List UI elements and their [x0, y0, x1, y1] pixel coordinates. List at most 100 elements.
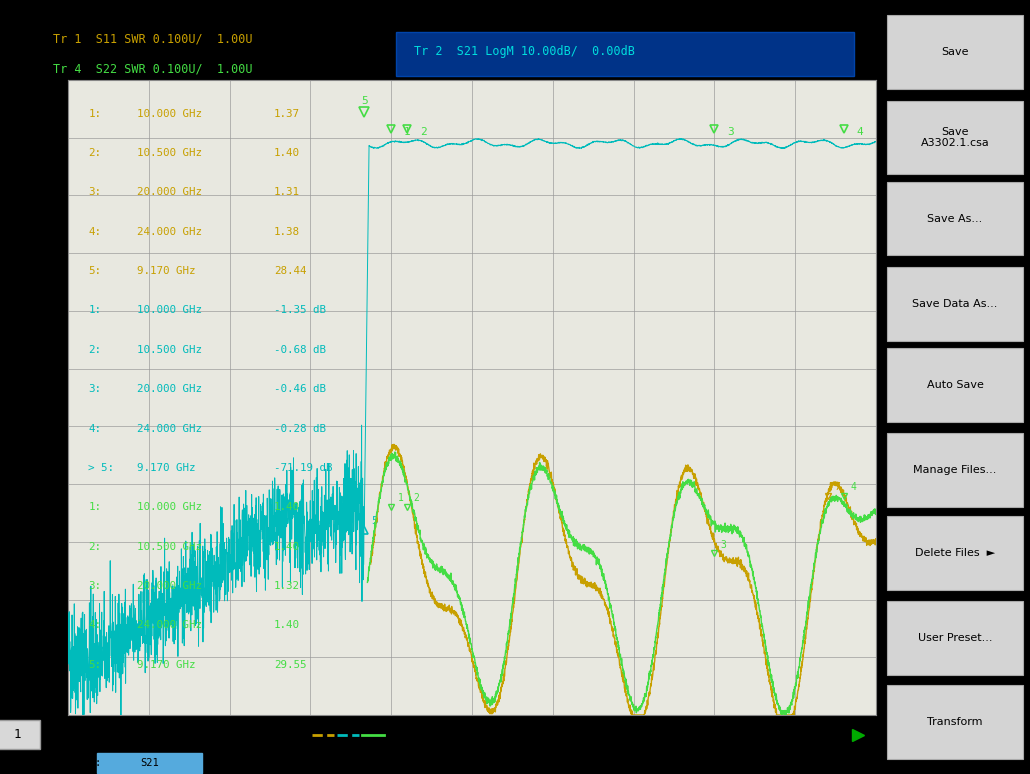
Text: 1:: 1:: [89, 306, 101, 316]
Text: 2: 2: [420, 127, 426, 137]
Text: 1.32: 1.32: [274, 581, 300, 591]
Text: 5:: 5:: [89, 659, 101, 670]
Text: 28.44: 28.44: [274, 266, 307, 276]
Text: Save
A3302.1.csa: Save A3302.1.csa: [921, 127, 990, 148]
Text: 10.000 GHz: 10.000 GHz: [137, 108, 202, 118]
Text: -10.00: -10.00: [27, 190, 64, 200]
Text: User Preset...: User Preset...: [918, 633, 992, 643]
FancyBboxPatch shape: [887, 101, 1023, 174]
Text: CH 1:: CH 1:: [70, 758, 102, 768]
Text: Delete Files  ►: Delete Files ►: [915, 548, 995, 558]
FancyBboxPatch shape: [887, 348, 1023, 422]
Text: Response: Response: [176, 9, 236, 22]
Text: 24.000 GHz: 24.000 GHz: [137, 423, 202, 433]
Text: 1: 1: [404, 127, 411, 137]
Text: 10.000 GHz: 10.000 GHz: [137, 502, 202, 512]
Text: 2:: 2:: [89, 542, 101, 552]
Text: -50.00: -50.00: [27, 421, 64, 431]
Text: Transform: Transform: [927, 717, 983, 727]
Text: 1: 1: [398, 493, 404, 503]
Text: Manage Files...: Manage Files...: [914, 465, 997, 475]
Text: 20.000 GHz: 20.000 GHz: [137, 187, 202, 197]
Text: 1.40: 1.40: [274, 502, 300, 512]
FancyBboxPatch shape: [887, 516, 1023, 590]
Text: C  2-Port: C 2-Port: [211, 758, 268, 768]
Text: > 5:: > 5:: [89, 463, 114, 473]
FancyBboxPatch shape: [0, 720, 39, 749]
Text: Tr 1  S11 SWR 0.100U/  1.00U: Tr 1 S11 SWR 0.100U/ 1.00U: [53, 33, 252, 46]
Text: 1.38: 1.38: [274, 227, 300, 237]
Text: 1.40: 1.40: [274, 621, 300, 630]
Text: S21: S21: [140, 758, 159, 768]
Text: 0.00: 0.00: [39, 132, 64, 142]
Text: 29.55: 29.55: [274, 659, 307, 670]
Text: Tr 4  S22 SWR 0.100U/  1.00U: Tr 4 S22 SWR 0.100U/ 1.00U: [53, 62, 252, 75]
FancyBboxPatch shape: [887, 433, 1023, 507]
FancyBboxPatch shape: [97, 753, 203, 773]
Text: 5: 5: [360, 96, 368, 106]
Text: Marker/Analysis: Marker/Analysis: [281, 9, 381, 22]
Text: 3: 3: [721, 539, 727, 550]
Text: Stimulus: Stimulus: [440, 9, 494, 22]
Text: Utility: Utility: [554, 9, 591, 22]
Text: Trace/Chan: Trace/Chan: [79, 9, 149, 22]
Text: 1.37: 1.37: [274, 108, 300, 118]
Text: Auto Save: Auto Save: [927, 380, 984, 390]
Text: 4:: 4:: [89, 423, 101, 433]
Text: -0.46 dB: -0.46 dB: [274, 384, 327, 394]
Text: 2:: 2:: [89, 148, 101, 158]
Text: 9.170 GHz: 9.170 GHz: [137, 266, 195, 276]
Text: 2:: 2:: [89, 344, 101, 354]
Text: 20.000 GHz: 20.000 GHz: [137, 581, 202, 591]
Text: Cont.: Cont.: [9, 758, 40, 768]
Text: 5: 5: [372, 516, 378, 526]
Text: 9.170 GHz: 9.170 GHz: [137, 463, 195, 473]
Text: -100.00: -100.00: [21, 710, 64, 720]
Text: -71.19 dB: -71.19 dB: [274, 463, 333, 473]
Text: 2: 2: [414, 493, 419, 503]
Text: Save: Save: [941, 47, 969, 57]
Text: Save As...: Save As...: [927, 214, 983, 224]
Text: 10.500 GHz: 10.500 GHz: [137, 542, 202, 552]
Text: 4: 4: [857, 127, 863, 137]
Text: 1:: 1:: [89, 502, 101, 512]
Text: -60.00: -60.00: [27, 479, 64, 489]
Text: 1.40: 1.40: [274, 542, 300, 552]
Text: >Ch1: Start  10.0000 MHz: >Ch1: Start 10.0000 MHz: [48, 728, 219, 741]
FancyBboxPatch shape: [887, 685, 1023, 759]
Text: -0.28 dB: -0.28 dB: [274, 423, 327, 433]
Text: -40.00: -40.00: [27, 364, 64, 374]
Text: 20.000 GHz: 20.000 GHz: [137, 384, 202, 394]
Text: 24.000 GHz: 24.000 GHz: [137, 621, 202, 630]
Text: 3:: 3:: [89, 187, 101, 197]
Text: LCL: LCL: [775, 758, 793, 768]
Text: 3:: 3:: [89, 581, 101, 591]
Text: Tr 2  S21 LogM 10.00dB/  0.00dB: Tr 2 S21 LogM 10.00dB/ 0.00dB: [414, 45, 634, 58]
Text: 3: 3: [727, 127, 734, 137]
Text: 9.170 GHz: 9.170 GHz: [137, 659, 195, 670]
Text: -30.00: -30.00: [27, 306, 64, 316]
Text: -0.68 dB: -0.68 dB: [274, 344, 327, 354]
Text: 7: 7: [834, 482, 839, 491]
Text: 10.500 GHz: 10.500 GHz: [137, 148, 202, 158]
Text: 5:: 5:: [89, 266, 101, 276]
Text: 24.000 GHz: 24.000 GHz: [137, 227, 202, 237]
Text: 4: 4: [850, 482, 856, 491]
FancyBboxPatch shape: [887, 15, 1023, 89]
FancyBboxPatch shape: [887, 182, 1023, 255]
Text: 1:: 1:: [89, 108, 101, 118]
FancyBboxPatch shape: [887, 267, 1023, 341]
Text: 1.40: 1.40: [274, 148, 300, 158]
Text: 4:: 4:: [89, 227, 101, 237]
Text: 10.500 GHz: 10.500 GHz: [137, 344, 202, 354]
Text: Stop  25.0000 GHz: Stop 25.0000 GHz: [660, 728, 781, 741]
FancyBboxPatch shape: [887, 601, 1023, 675]
Text: 1: 1: [13, 728, 22, 741]
Text: 3:: 3:: [89, 384, 101, 394]
Text: -70.00: -70.00: [27, 537, 64, 546]
Text: 1.31: 1.31: [274, 187, 300, 197]
Text: -1.35 dB: -1.35 dB: [274, 306, 327, 316]
FancyBboxPatch shape: [396, 32, 854, 77]
Text: -20.00: -20.00: [27, 248, 64, 259]
Text: Save Data As...: Save Data As...: [913, 299, 998, 309]
